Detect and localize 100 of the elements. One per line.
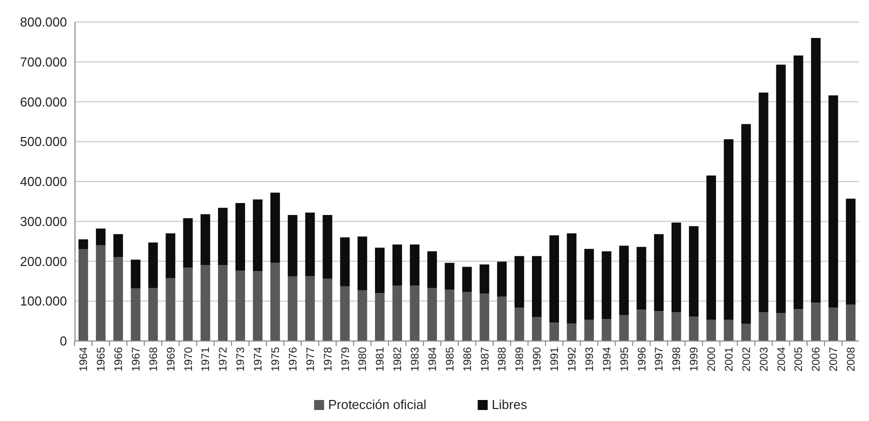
x-tick-label: 1994 [601, 347, 614, 372]
bar [776, 64, 786, 314]
bar [566, 233, 576, 324]
x-tick-label: 1983 [410, 347, 422, 372]
x-tick-label: 2003 [758, 347, 770, 372]
bar [741, 124, 751, 324]
x-tick-label: 1970 [182, 347, 195, 372]
y-tick-label: 400.000 [20, 174, 67, 190]
bar [166, 278, 176, 341]
bar [218, 208, 228, 266]
bar [514, 308, 524, 341]
bar [497, 262, 507, 297]
bar [688, 226, 699, 317]
y-tick-label: 100.000 [20, 294, 67, 309]
bar [584, 320, 594, 341]
bar [602, 319, 612, 341]
bar [776, 313, 786, 341]
bar [427, 251, 437, 288]
x-tick-label: 1982 [392, 347, 404, 372]
bar [654, 234, 664, 312]
x-tick-label: 1976 [287, 347, 300, 372]
bar [410, 286, 420, 341]
bar [619, 246, 629, 316]
bar [252, 271, 262, 341]
legend-label: Libres [492, 397, 528, 412]
y-tick-label: 300.000 [20, 214, 67, 229]
bar [235, 270, 246, 341]
x-tick-label: 1996 [636, 347, 648, 372]
bar [706, 320, 716, 341]
bar [706, 176, 716, 320]
bar [672, 312, 682, 341]
bar [200, 214, 210, 266]
bar [602, 251, 612, 320]
bar [130, 260, 140, 288]
bar [427, 288, 437, 341]
bar [374, 248, 385, 294]
bar [514, 256, 524, 308]
bar [340, 286, 350, 341]
bar [794, 55, 804, 310]
bar [78, 249, 88, 341]
bar [688, 316, 699, 341]
bar [96, 228, 106, 246]
bar [462, 292, 472, 341]
x-tick-label: 1975 [270, 347, 282, 372]
bar [619, 315, 629, 341]
x-tick-label: 1997 [654, 347, 666, 372]
bar [392, 286, 402, 341]
x-tick-label: 1968 [148, 347, 160, 372]
x-tick-label: 2006 [810, 347, 823, 372]
bar [758, 312, 768, 341]
bar [811, 302, 821, 341]
bar [305, 276, 315, 341]
x-tick-label: 1988 [496, 347, 509, 372]
bar [166, 233, 176, 278]
bar [113, 257, 123, 341]
bar [758, 92, 768, 312]
x-tick-label: 1978 [322, 347, 334, 372]
bar [549, 322, 560, 341]
bar [549, 235, 560, 323]
bar [148, 242, 158, 288]
x-tick-label: 1999 [688, 347, 701, 372]
bar [410, 244, 420, 286]
bar [497, 296, 507, 341]
x-tick-label: 1979 [340, 347, 352, 372]
x-tick-label: 1993 [584, 347, 596, 372]
bar [480, 264, 490, 294]
bar [130, 288, 140, 341]
bar [78, 239, 88, 250]
bar [358, 236, 368, 290]
bar [444, 262, 454, 290]
y-tick-label: 200.000 [20, 254, 67, 269]
bar [374, 293, 385, 341]
x-tick-label: 1969 [165, 347, 178, 372]
bar [444, 290, 454, 341]
x-tick-label: 1989 [514, 347, 526, 372]
x-tick-label: 1971 [200, 347, 212, 372]
bar [218, 265, 228, 341]
x-tick-label: 1991 [549, 347, 562, 372]
x-tick-label: 1977 [304, 347, 317, 372]
x-tick-label: 1987 [479, 347, 492, 372]
bar [636, 310, 646, 341]
x-tick-label: 1995 [618, 347, 631, 372]
y-tick-label: 0 [60, 334, 67, 349]
bar [288, 214, 298, 276]
bar [322, 214, 332, 279]
bar [794, 309, 804, 341]
bar [288, 276, 298, 341]
x-tick-label: 2002 [740, 347, 753, 372]
bar [566, 323, 576, 341]
x-tick-label: 1998 [671, 347, 684, 372]
x-tick-label: 1967 [130, 347, 142, 372]
x-tick-label: 1973 [235, 347, 248, 372]
bar [462, 266, 472, 292]
bar [183, 268, 193, 341]
bar [724, 139, 734, 320]
bar [200, 265, 210, 341]
x-tick-label: 2008 [846, 347, 858, 372]
bar [113, 234, 123, 258]
legend-label: Protección oficial [328, 397, 426, 412]
bar [96, 245, 106, 341]
